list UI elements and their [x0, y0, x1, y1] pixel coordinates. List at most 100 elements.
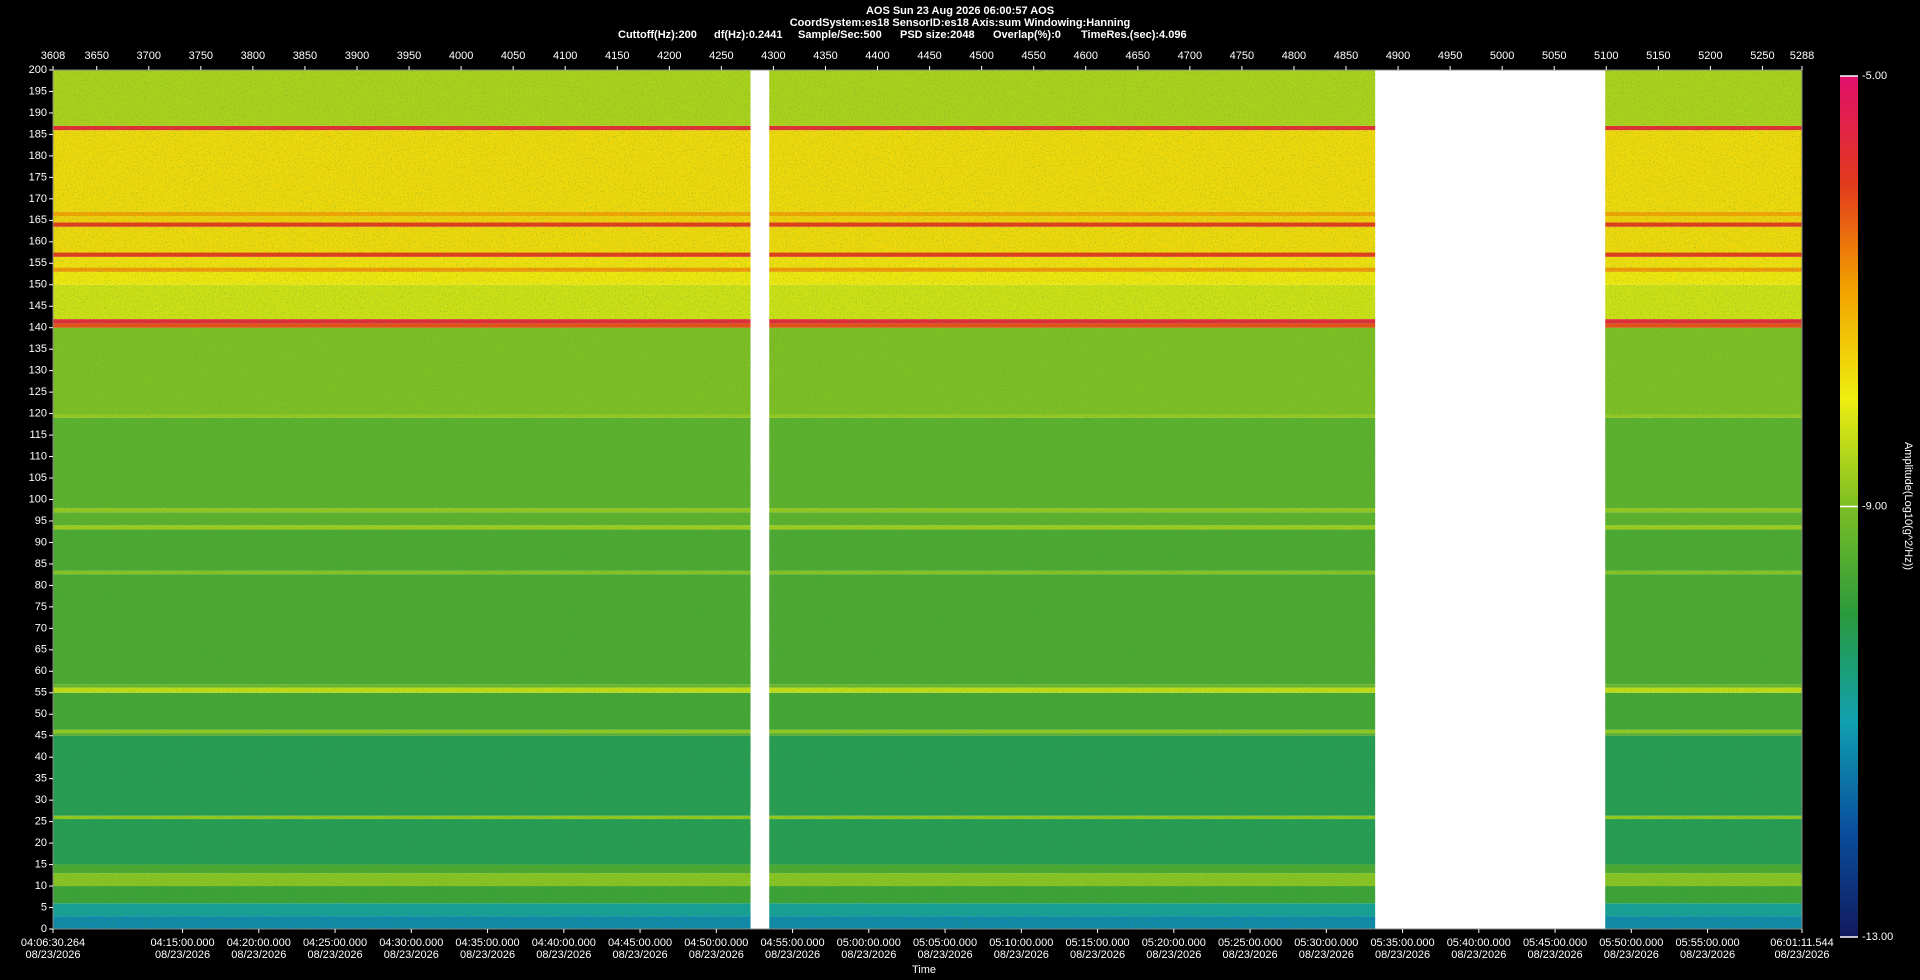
top-tick-label: 4550	[1021, 50, 1045, 62]
spectrogram-cell	[769, 529, 1376, 571]
y-tick-label: 60	[35, 665, 47, 677]
time-tick-date: 08/23/2026	[308, 949, 363, 961]
top-tick-label: 4050	[501, 50, 525, 62]
time-tick-label: 05:40:00.000	[1447, 937, 1511, 949]
spectrogram-cell	[1605, 873, 1802, 887]
y-tick-label: 65	[35, 644, 47, 656]
time-tick-label: 05:25:00.000	[1218, 937, 1282, 949]
x-axis-label: Time	[912, 964, 936, 976]
spectrogram-cell	[769, 284, 1376, 320]
top-tick-label: 4950	[1438, 50, 1462, 62]
spectrogram-cell	[769, 733, 1376, 736]
spectrogram-cell	[53, 886, 751, 904]
spectrogram-cell	[1605, 125, 1802, 131]
time-tick-label: 04:06:30.264	[21, 937, 85, 949]
time-tick-label: 05:35:00.000	[1370, 937, 1434, 949]
time-tick-date: 08/23/2026	[536, 949, 591, 961]
y-tick-label: 180	[29, 150, 47, 162]
top-tick-label: 4900	[1386, 50, 1410, 62]
top-tick-label: 3900	[345, 50, 369, 62]
top-tick-label: 5000	[1490, 50, 1514, 62]
spectrogram-cell	[53, 222, 751, 227]
spectrogram-cell	[769, 211, 1376, 217]
spectrogram-cell	[1605, 687, 1802, 693]
spectrogram-cell	[769, 815, 1376, 820]
y-tick-label: 55	[35, 687, 47, 699]
time-tick-label: 04:35:00.000	[455, 937, 519, 949]
time-tick-date: 08/23/2026	[384, 949, 439, 961]
spectrogram-cell	[53, 525, 751, 530]
time-tick-label: 04:25:00.000	[303, 937, 367, 949]
y-tick-label: 200	[29, 64, 47, 76]
spectrogram-cell	[769, 222, 1376, 227]
spectrogram-cell	[769, 256, 1376, 268]
spectrogram-cell	[769, 70, 1376, 126]
spectrogram-cell	[53, 211, 751, 217]
top-tick-label: 5200	[1698, 50, 1722, 62]
time-tick-date: 08/23/2026	[918, 949, 973, 961]
time-tick-date: 08/23/2026	[1146, 949, 1201, 961]
spectrogram-cell	[53, 417, 751, 509]
time-tick-date: 08/23/2026	[1375, 949, 1430, 961]
spectrogram-cell	[53, 687, 751, 693]
spectrogram-cell	[1605, 819, 1802, 865]
top-tick-label: 4700	[1178, 50, 1202, 62]
spectrogram-cell	[1605, 414, 1802, 418]
spectrogram-cell	[769, 319, 1376, 324]
spectrogram-cell	[1605, 222, 1802, 227]
spectrogram-cell	[769, 873, 1376, 887]
y-tick-label: 165	[29, 214, 47, 226]
time-tick-label: 05:30:00.000	[1294, 937, 1358, 949]
spectrogram-cell	[53, 692, 751, 730]
top-tick-label: 4350	[813, 50, 837, 62]
time-tick-date: 08/23/2026	[25, 949, 80, 961]
y-tick-label: 75	[35, 601, 47, 613]
y-tick-label: 105	[29, 472, 47, 484]
top-tick-label: 4000	[449, 50, 473, 62]
spectrogram-cell	[53, 819, 751, 865]
y-tick-label: 150	[29, 279, 47, 291]
spectrogram-cell	[1605, 319, 1802, 324]
spectrogram-cell	[1605, 735, 1802, 816]
spectrogram-cell	[1605, 211, 1802, 217]
top-tick-label: 4400	[865, 50, 889, 62]
top-tick-label: 5100	[1594, 50, 1618, 62]
parameter: Cuttoff(Hz):200	[618, 29, 697, 41]
top-tick-label: 4100	[553, 50, 577, 62]
spectrogram-cell	[53, 216, 751, 223]
spectrogram-cell	[53, 508, 751, 513]
time-tick-label: 05:45:00.000	[1523, 937, 1587, 949]
y-tick-label: 190	[29, 107, 47, 119]
y-tick-label: 30	[35, 794, 47, 806]
spectrogram-cell	[53, 873, 751, 887]
parameter: TimeRes.(sec):4.096	[1081, 29, 1187, 41]
y-tick-label: 25	[35, 816, 47, 828]
spectrogram-cell	[1605, 886, 1802, 904]
spectrogram-cell	[1605, 256, 1802, 268]
spectrogram-cell	[1605, 226, 1802, 253]
spectrogram-cell	[1605, 692, 1802, 730]
spectrogram-cell	[1605, 508, 1802, 513]
spectrogram-cell	[1605, 916, 1802, 929]
parameter: df(Hz):0.2441	[714, 29, 782, 41]
top-tick-label: 4150	[605, 50, 629, 62]
time-tick-label: 05:10:00.000	[989, 937, 1053, 949]
spectrogram-cell	[53, 735, 751, 816]
spectrogram-cell	[1605, 512, 1802, 526]
y-tick-label: 175	[29, 171, 47, 183]
spectrogram-cell	[769, 327, 1376, 415]
top-tick-label: 4500	[969, 50, 993, 62]
top-tick-label: 5288	[1790, 50, 1814, 62]
time-tick-date: 08/23/2026	[1451, 949, 1506, 961]
time-tick-label: 05:05:00.000	[913, 937, 977, 949]
y-tick-label: 110	[29, 450, 47, 462]
spectrogram-cell	[1605, 216, 1802, 223]
time-tick-label: 05:20:00.000	[1142, 937, 1206, 949]
spectrogram-cell	[1605, 284, 1802, 320]
spectrogram-cell	[769, 512, 1376, 526]
spectrogram-cell	[769, 886, 1376, 904]
top-tick-label: 3950	[397, 50, 421, 62]
top-tick-label: 3700	[137, 50, 161, 62]
segment	[1605, 70, 1802, 929]
